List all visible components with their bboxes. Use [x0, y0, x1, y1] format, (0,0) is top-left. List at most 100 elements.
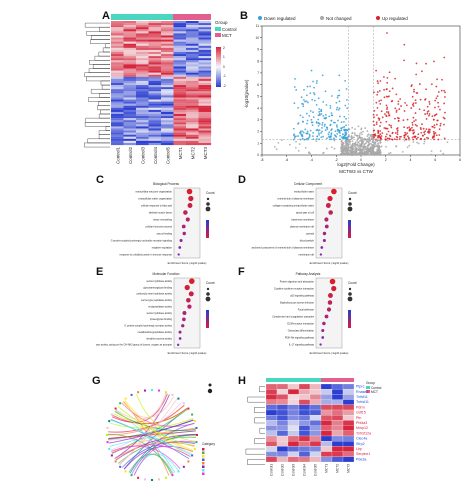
volcano-point — [308, 115, 311, 117]
volcano-point — [427, 110, 430, 112]
x-tick-label: -6 — [285, 158, 288, 162]
volcano-point — [379, 102, 382, 105]
volcano-point — [312, 111, 314, 114]
volcano-point — [371, 151, 374, 154]
heatmap-cell — [186, 64, 199, 67]
heatmap-cell — [111, 43, 124, 46]
dendrogram-branches — [84, 22, 110, 148]
heatmap-cell — [161, 118, 174, 121]
heatmap-cell — [123, 105, 137, 108]
size-legend-dot — [348, 287, 352, 291]
volcano-point — [338, 74, 341, 77]
volcano-point — [326, 128, 329, 130]
volcano-point — [321, 74, 324, 77]
heatmap-cell — [148, 103, 162, 106]
heatmap-cell — [111, 95, 124, 98]
volcano-point — [324, 123, 326, 126]
heatmap-cell — [161, 74, 174, 77]
heatmap-cell — [136, 78, 149, 82]
heatmap-cell — [198, 118, 212, 121]
heatmap-cell — [148, 41, 162, 44]
volcano-point — [420, 138, 423, 140]
volcano-point — [360, 128, 363, 131]
volcano-point — [349, 152, 352, 154]
heatmap-cell — [161, 29, 174, 32]
heatmap-cell — [136, 41, 149, 44]
heatmap-cell — [136, 122, 149, 125]
volcano-point — [360, 142, 363, 145]
heatmap-cell — [123, 126, 137, 129]
volcano-point — [357, 144, 359, 147]
volcano-point — [329, 124, 332, 127]
volcano-point — [378, 147, 381, 149]
volcano-point — [428, 103, 431, 105]
heatmap-cell — [148, 95, 162, 98]
volcano-point — [364, 148, 367, 151]
term-label: Staphylococcus aureus infection — [280, 301, 315, 304]
scale-tick: 0 — [223, 65, 225, 69]
heatmap-cell — [186, 29, 199, 32]
heatmap-cell — [148, 33, 162, 36]
volcano-point — [312, 116, 315, 119]
volcano-point — [342, 152, 345, 155]
volcano-point — [320, 113, 323, 115]
heatmap-cell — [111, 80, 124, 84]
volcano-point — [304, 128, 307, 131]
heatmap-cell — [186, 101, 199, 104]
panel-a-heatmap: Group Control MCT 2 1 0 -1 -2 Control1 Co… — [84, 14, 237, 165]
heatmap-cell — [148, 138, 162, 141]
volcano-point — [333, 134, 336, 137]
legend-swatch-mct — [215, 33, 221, 37]
size-legend-dot — [207, 388, 213, 394]
volcano-point — [346, 151, 348, 154]
volcano-point — [301, 116, 304, 119]
heatmap-cell — [111, 52, 124, 55]
volcano-point — [333, 139, 336, 142]
heatmap-cell — [309, 394, 322, 400]
volcano-point — [362, 147, 364, 150]
y-tick-label: 2 — [257, 130, 259, 134]
volcano-point — [411, 121, 414, 124]
volcano-point — [343, 126, 346, 128]
heatmap-cell — [198, 33, 212, 36]
sample-label: Control5 — [165, 147, 170, 165]
chord-node — [191, 413, 194, 416]
volcano-point — [388, 90, 391, 93]
volcano-point — [412, 102, 415, 105]
heatmap-cell — [148, 56, 162, 59]
volcano-point — [425, 88, 427, 91]
heatmap-cell — [111, 47, 124, 51]
heatmap-cell — [148, 118, 162, 121]
heatmap-cell — [198, 128, 212, 131]
heatmap-cell — [123, 134, 137, 137]
heatmap-cell — [198, 72, 212, 75]
heatmap-cell — [136, 142, 149, 146]
volcano-point — [349, 150, 352, 153]
heatmap-cell — [287, 415, 300, 421]
volcano-point — [318, 112, 321, 115]
heatmap-cell — [198, 60, 212, 63]
volcano-point — [326, 137, 328, 140]
heatmap-cell — [331, 451, 344, 457]
volcano-point — [355, 149, 358, 152]
heatmap-cell — [173, 37, 187, 40]
heatmap-cell — [198, 68, 212, 71]
term-label: IL-17 signaling pathway — [289, 343, 315, 346]
x-tick-label: -4 — [310, 158, 313, 162]
heatmap-cell — [342, 383, 355, 390]
x-axis-label: Enrichment Score (-log10 pvalue) — [310, 351, 349, 355]
chord-node — [177, 397, 180, 400]
color-legend-bar — [348, 310, 351, 328]
heatmap-cell — [111, 124, 124, 127]
term-label: negative regulation — [152, 246, 173, 249]
bubble — [182, 231, 186, 236]
heatmap-cell — [186, 78, 199, 82]
volcano-point — [343, 115, 346, 118]
bubble — [186, 188, 193, 195]
heatmap-cell — [309, 446, 322, 452]
volcano-point — [355, 151, 358, 154]
volcano-point — [408, 126, 411, 129]
volcano-point — [302, 105, 305, 108]
panel-f-label: F — [238, 266, 245, 278]
category-swatch — [202, 448, 205, 451]
